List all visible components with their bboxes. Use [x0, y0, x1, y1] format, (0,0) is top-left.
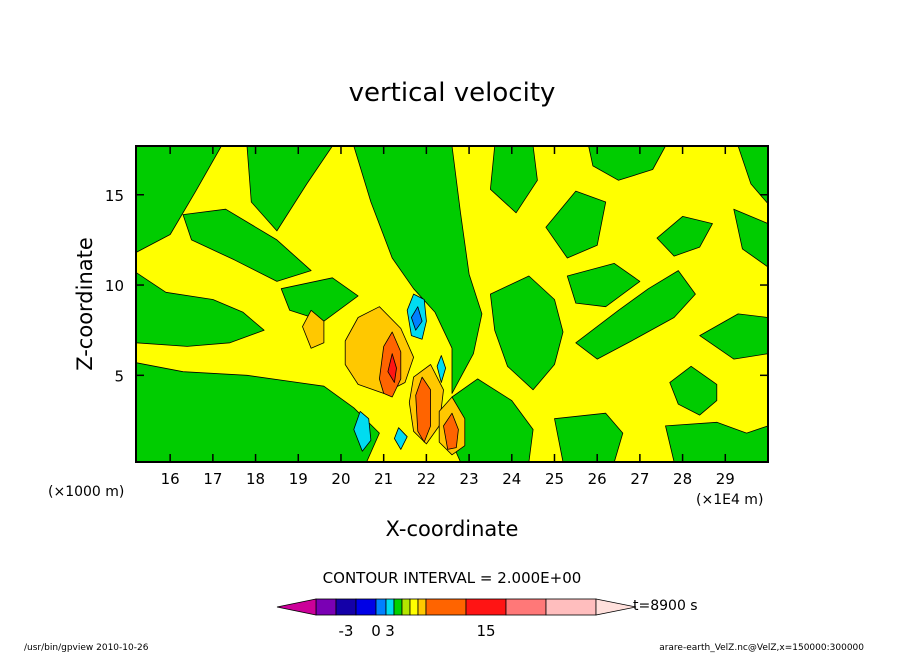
contour-region	[280, 277, 359, 322]
chart-title: vertical velocity	[349, 78, 556, 108]
y-axis: 5 10 15	[105, 187, 768, 385]
colorbar-segment	[409, 598, 419, 616]
colorbar-segment	[375, 598, 387, 616]
contour-region	[669, 365, 718, 416]
contour-region	[387, 353, 397, 383]
contour-interval-label: CONTOUR INTERVAL = 2.000E+00	[323, 569, 582, 587]
x-tick-label: 19	[289, 470, 308, 488]
contour-region	[353, 146, 483, 394]
colorbar-segment	[425, 598, 467, 616]
colorbar-label: -3	[339, 622, 354, 640]
y-tick-label: 15	[105, 187, 124, 205]
colorbar-segment	[385, 598, 395, 616]
colorbar-label: 3	[385, 622, 395, 640]
x-tick-label: 29	[716, 470, 735, 488]
x-tick-label: 17	[203, 470, 222, 488]
colorbar-segment	[417, 598, 427, 616]
plot-frame	[135, 145, 769, 463]
colorbar-arrow-left	[276, 598, 317, 616]
x-unit-right: (×1E4 m)	[696, 492, 763, 508]
contour-region	[566, 262, 641, 308]
colorbar-segment	[355, 598, 377, 616]
x-tick-label: 25	[545, 470, 564, 488]
x-tick-label: 18	[246, 470, 265, 488]
footer-right: arare-earth_VelZ.nc@VelZ,x=150000:300000	[659, 643, 864, 653]
x-tick-label: 21	[374, 470, 393, 488]
y-tick-label: 5	[114, 367, 124, 385]
x-tick-label: 22	[417, 470, 436, 488]
contour-region	[246, 146, 333, 232]
contour-region	[302, 309, 325, 349]
x-tick-label: 16	[161, 470, 180, 488]
contour-region	[699, 313, 768, 360]
colorbar-segment	[315, 598, 337, 616]
contour-region	[489, 146, 538, 214]
x-axis: 16 17 18 19 20 21 22 23 24 25 26 27 28 29	[161, 146, 735, 488]
x-tick-label: 20	[331, 470, 350, 488]
y-tick-label: 10	[105, 277, 124, 295]
x-tick-label: 27	[630, 470, 649, 488]
contour-region	[393, 427, 408, 450]
x-tick-label: 26	[588, 470, 607, 488]
contour-region	[136, 146, 222, 253]
contour-region	[656, 215, 713, 257]
contour-region	[410, 306, 423, 331]
colorbar-arrow-right	[595, 598, 637, 616]
footer-left: /usr/bin/gpview 2010-10-26	[24, 643, 149, 653]
colorbar-segment	[465, 598, 507, 616]
contour-region	[575, 270, 696, 360]
x-tick-label: 28	[673, 470, 692, 488]
contour-region	[136, 362, 380, 462]
contour-region	[443, 412, 459, 450]
colorbar-segment	[335, 598, 357, 616]
colorbar: -3 0 3 15	[276, 598, 637, 640]
x-tick-label: 23	[460, 470, 479, 488]
x-unit-left: (×1000 m)	[48, 484, 124, 500]
colorbar-segment	[545, 598, 597, 616]
plot-area	[136, 146, 768, 462]
contour-region	[665, 421, 768, 462]
colorbar-label: 0	[371, 622, 381, 640]
contour-region	[489, 275, 564, 391]
contour-region	[436, 355, 447, 383]
contour-region	[136, 271, 265, 347]
colorbar-segment	[505, 598, 547, 616]
contour-region	[545, 190, 607, 259]
contour-region	[588, 146, 666, 181]
contour-region	[733, 208, 768, 268]
contour-region	[353, 410, 372, 452]
contour-region	[182, 208, 312, 282]
contour-region	[554, 412, 624, 462]
contour-region	[415, 376, 432, 443]
colorbar-segment	[401, 598, 411, 616]
contour-region	[737, 146, 768, 205]
x-axis-label: X-coordinate	[386, 517, 519, 541]
time-label: t=8900 s	[633, 598, 698, 614]
colorbar-segment	[393, 598, 403, 616]
x-tick-label: 24	[502, 470, 521, 488]
y-axis-label: Z-coordinate	[73, 237, 97, 371]
colorbar-label: 15	[476, 622, 495, 640]
